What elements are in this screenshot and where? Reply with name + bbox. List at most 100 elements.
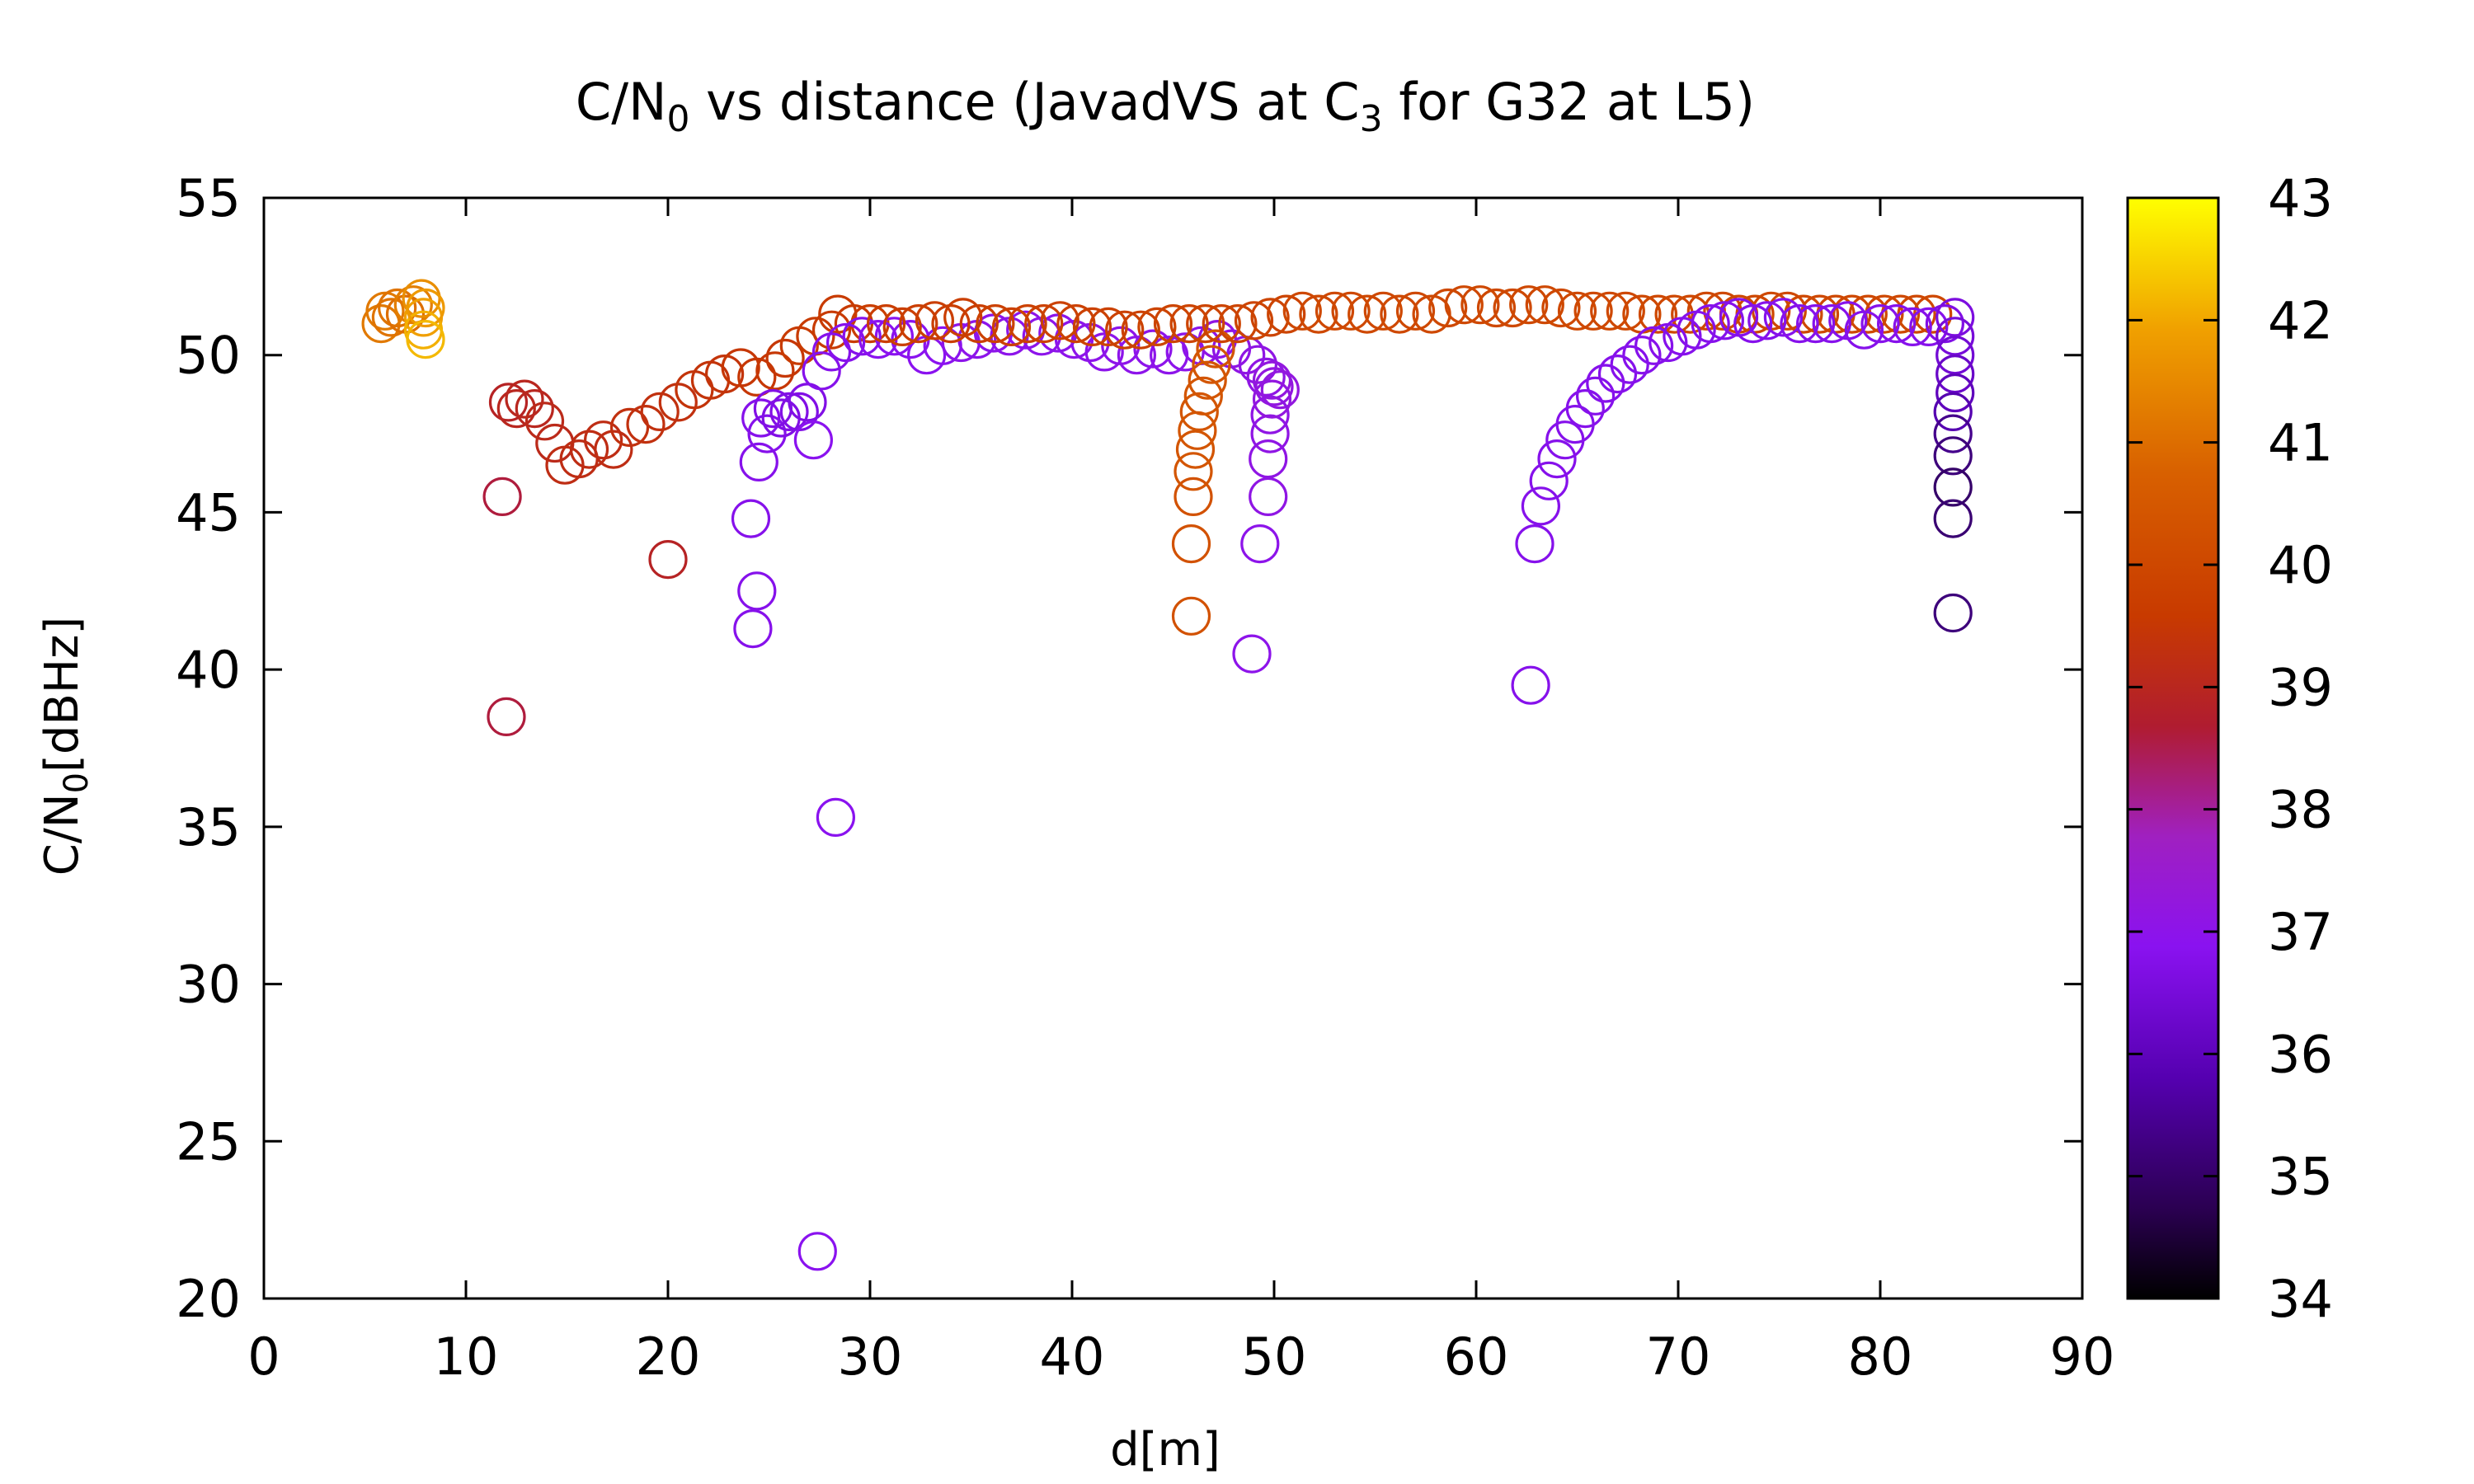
- ylabel-tail: [dBHz]: [35, 617, 89, 773]
- data-point: [793, 420, 834, 460]
- data-point: [1267, 294, 1306, 334]
- data-point: [1691, 304, 1730, 344]
- data-point: [1933, 414, 1973, 453]
- data-point: [1511, 665, 1550, 705]
- data-point: [1622, 336, 1662, 375]
- data-point: [1196, 329, 1235, 369]
- data-point: [1586, 364, 1625, 403]
- data-point: [1315, 291, 1355, 331]
- data-point: [1171, 596, 1211, 636]
- colorbar-tick-label: 39: [2268, 657, 2333, 717]
- data-point: [1933, 392, 1973, 431]
- y-ticks: 20 25 30 35 40 45 50 55: [176, 168, 2082, 1329]
- data-point: [1234, 301, 1274, 340]
- data-point: [1299, 294, 1338, 334]
- data-point: [825, 322, 866, 363]
- data-point: [569, 430, 609, 469]
- data-point: [1909, 307, 1949, 346]
- data-point: [1812, 304, 1851, 344]
- data-point: [741, 398, 781, 438]
- data-point: [1188, 360, 1227, 400]
- data-point: [1597, 355, 1638, 394]
- data-point: [899, 304, 938, 344]
- data-point: [1186, 304, 1225, 344]
- data-point: [559, 439, 599, 479]
- title-mid: vs distance (JavadVS at C: [689, 72, 1359, 132]
- colorbar: [2126, 196, 2220, 1300]
- plot-frame: [262, 196, 2084, 1300]
- data-point: [802, 351, 841, 391]
- data-point: [505, 379, 544, 419]
- data-point: [1565, 389, 1605, 429]
- data-point: [1893, 307, 1932, 346]
- data-point: [1192, 345, 1231, 384]
- data-point: [1380, 294, 1419, 334]
- data-point: [1638, 294, 1678, 334]
- data-point: [1395, 291, 1436, 331]
- data-point: [535, 423, 575, 463]
- data-point: [1137, 307, 1177, 346]
- x-tick-label: 50: [1242, 1327, 1307, 1387]
- data-point: [1169, 304, 1209, 344]
- data-point: [765, 338, 805, 378]
- data-point: [1133, 329, 1173, 369]
- data-point: [1260, 370, 1300, 410]
- data-point: [1238, 345, 1278, 384]
- data-point: [1363, 291, 1403, 331]
- data-point: [1444, 285, 1484, 325]
- data-point: [1493, 288, 1532, 328]
- data-point: [1606, 291, 1645, 331]
- data-point: [515, 389, 554, 429]
- x-tick-label: 60: [1444, 1327, 1509, 1387]
- data-point: [1877, 304, 1917, 344]
- data-point: [1428, 288, 1468, 328]
- data-point: [482, 477, 522, 517]
- data-point: [1252, 379, 1292, 419]
- data-point: [1654, 294, 1694, 334]
- data-point: [1509, 285, 1549, 325]
- data-point: [959, 304, 999, 344]
- data-point: [1250, 298, 1290, 337]
- data-point: [1040, 301, 1079, 340]
- data-point: [1573, 291, 1613, 331]
- data-point: [1844, 310, 1884, 350]
- data-point: [583, 420, 623, 460]
- data-point: [1705, 301, 1744, 340]
- x-ticks: 0 10 20 30 40 50 60 70 80 90: [247, 198, 2114, 1387]
- data-point: [1557, 291, 1597, 331]
- data-point: [1117, 336, 1157, 375]
- y-tick-label: 35: [176, 797, 241, 857]
- data-point: [496, 389, 536, 429]
- data-point: [1848, 294, 1888, 334]
- data-point: [1537, 439, 1577, 479]
- data-point: [1767, 291, 1807, 331]
- data-point: [1476, 288, 1517, 328]
- data-point: [1249, 439, 1288, 479]
- data-point: [915, 301, 955, 340]
- data-point: [769, 392, 809, 431]
- data-point: [1174, 452, 1213, 491]
- data-point: [1240, 524, 1280, 564]
- colorbar-tick-label: 43: [2268, 168, 2333, 228]
- data-point: [882, 307, 922, 346]
- y-tick-label: 45: [176, 482, 241, 542]
- data-point: [1202, 304, 1241, 344]
- title-sub1: 0: [666, 98, 689, 140]
- data-point: [1575, 376, 1616, 416]
- data-point: [1763, 298, 1803, 337]
- data-point: [406, 320, 445, 359]
- ylabel-sub: 0: [58, 773, 96, 793]
- data-point: [1250, 414, 1290, 453]
- data-point: [1174, 477, 1213, 517]
- data-point: [747, 414, 787, 453]
- data-point: [1024, 304, 1064, 344]
- data-point: [524, 402, 565, 441]
- data-point: [816, 797, 856, 838]
- data-point: [1935, 355, 1975, 394]
- data-point: [1634, 326, 1674, 365]
- data-point: [1590, 291, 1630, 331]
- x-tick-label: 70: [1646, 1327, 1711, 1387]
- data-point: [1056, 304, 1096, 344]
- data-point: [755, 351, 795, 391]
- data-point: [1933, 499, 1973, 538]
